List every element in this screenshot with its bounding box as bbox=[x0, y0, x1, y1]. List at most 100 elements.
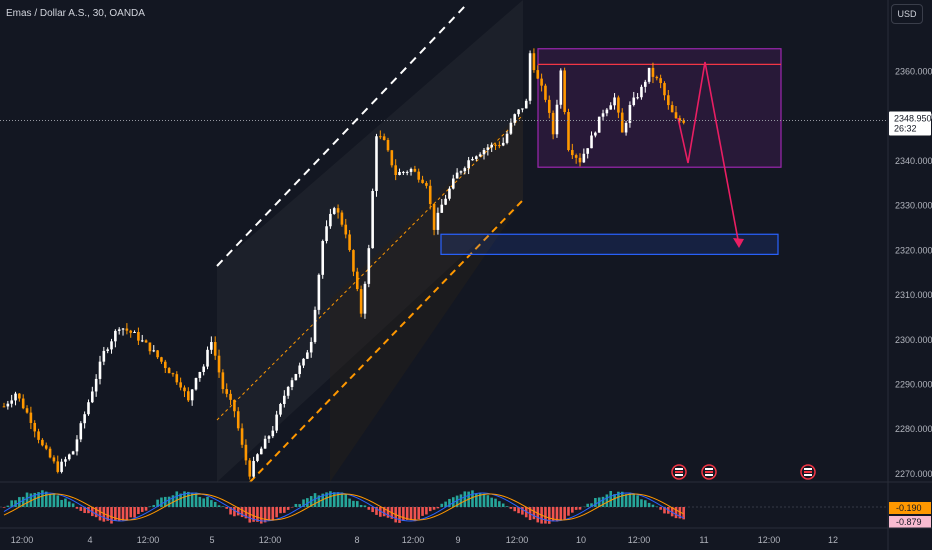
candle bbox=[194, 377, 198, 391]
osc-bar bbox=[67, 501, 71, 507]
x-tick-label: 12:00 bbox=[11, 535, 34, 545]
osc-bar bbox=[551, 507, 555, 522]
candle bbox=[129, 329, 133, 338]
osc-bar bbox=[647, 502, 651, 507]
candle bbox=[643, 79, 647, 93]
osc-bar bbox=[336, 492, 340, 507]
osc-bar bbox=[263, 507, 267, 523]
osc-bar bbox=[574, 507, 578, 510]
event-markers[interactable] bbox=[671, 464, 816, 480]
osc-bar bbox=[405, 507, 409, 520]
osc-bar bbox=[183, 491, 186, 507]
x-tick-label: 9 bbox=[455, 535, 460, 545]
osc-bar bbox=[471, 490, 474, 507]
osc-bar bbox=[613, 494, 616, 507]
candle bbox=[294, 373, 298, 381]
candle bbox=[137, 327, 140, 346]
candle bbox=[48, 446, 52, 459]
candle bbox=[448, 186, 451, 201]
osc-bar bbox=[121, 507, 125, 521]
candle bbox=[279, 402, 282, 417]
osc-bar bbox=[286, 507, 290, 510]
osc-bar bbox=[559, 507, 563, 520]
osc-bar bbox=[10, 500, 13, 507]
candle bbox=[601, 109, 605, 121]
osc-bar bbox=[259, 507, 263, 524]
candle bbox=[14, 391, 17, 406]
osc-bar bbox=[674, 507, 678, 519]
y-tick-label: 2340.000 bbox=[895, 156, 932, 166]
candle bbox=[298, 362, 301, 378]
candle bbox=[163, 359, 167, 373]
candle bbox=[79, 421, 83, 443]
osc-bar bbox=[455, 495, 459, 507]
candle bbox=[421, 175, 424, 184]
candle bbox=[486, 144, 490, 156]
candle bbox=[248, 458, 252, 480]
osc-bar bbox=[225, 507, 229, 509]
candle bbox=[547, 95, 551, 119]
candle bbox=[471, 156, 474, 161]
candle bbox=[332, 206, 336, 215]
x-tick-label: 11 bbox=[699, 535, 708, 545]
candle bbox=[390, 149, 394, 168]
osc-bar bbox=[379, 507, 382, 517]
candle bbox=[148, 342, 152, 355]
osc-value-b: -0.879 bbox=[896, 517, 922, 527]
osc-bar bbox=[271, 507, 275, 521]
osc-bar bbox=[210, 500, 213, 507]
candle bbox=[617, 95, 620, 119]
currency-button[interactable]: USD bbox=[891, 4, 923, 24]
candle bbox=[306, 350, 309, 359]
osc-bar bbox=[110, 507, 113, 524]
osc-bar bbox=[140, 507, 144, 512]
candle bbox=[398, 168, 401, 176]
candle bbox=[670, 101, 674, 113]
osc-bar bbox=[294, 503, 298, 507]
candle bbox=[613, 93, 616, 110]
candle bbox=[528, 50, 532, 105]
candle bbox=[52, 455, 56, 464]
osc-bar bbox=[463, 491, 467, 507]
candle bbox=[605, 107, 609, 117]
projection-arrow bbox=[677, 61, 744, 248]
candle bbox=[309, 337, 313, 358]
candle bbox=[402, 170, 405, 175]
projection-path bbox=[677, 61, 740, 246]
osc-bar bbox=[547, 507, 551, 524]
y-tick-label: 2270.000 bbox=[895, 469, 932, 479]
candle bbox=[202, 364, 205, 376]
price-axis[interactable]: 2270.000 2280.000 2290.000 2300.000 2310.000… bbox=[887, 0, 932, 550]
time-axis[interactable]: 12:00 4 12:00 5 12:00 8 12:00 9 12:00 10 12:00 11 12… bbox=[0, 527, 932, 545]
candle bbox=[329, 208, 332, 229]
candle bbox=[271, 425, 275, 439]
oscillator-panel: -0.190 -0.879 bbox=[0, 481, 932, 528]
candle bbox=[6, 400, 10, 410]
y-tick-label: 2290.000 bbox=[895, 380, 932, 390]
osc-bar bbox=[171, 495, 175, 507]
candle bbox=[117, 327, 121, 335]
osc-bar bbox=[498, 501, 501, 507]
osc-bar bbox=[659, 507, 662, 510]
candle bbox=[110, 338, 113, 354]
osc-bar bbox=[187, 491, 190, 507]
candle bbox=[44, 442, 48, 451]
candle bbox=[640, 84, 643, 100]
osc-bar bbox=[494, 498, 497, 507]
osc-bar bbox=[382, 507, 386, 517]
candle bbox=[544, 83, 547, 103]
osc-bar bbox=[517, 507, 520, 514]
candle bbox=[352, 249, 355, 277]
candle bbox=[682, 118, 685, 125]
osc-bar bbox=[348, 498, 351, 507]
projection-arrowhead bbox=[733, 238, 744, 248]
candle bbox=[505, 131, 509, 145]
osc-bar bbox=[544, 507, 547, 524]
osc-bar bbox=[601, 496, 605, 507]
osc-bar bbox=[102, 507, 106, 522]
candle bbox=[359, 285, 363, 318]
candle bbox=[179, 377, 182, 391]
candle bbox=[91, 386, 94, 404]
candle bbox=[628, 101, 632, 128]
